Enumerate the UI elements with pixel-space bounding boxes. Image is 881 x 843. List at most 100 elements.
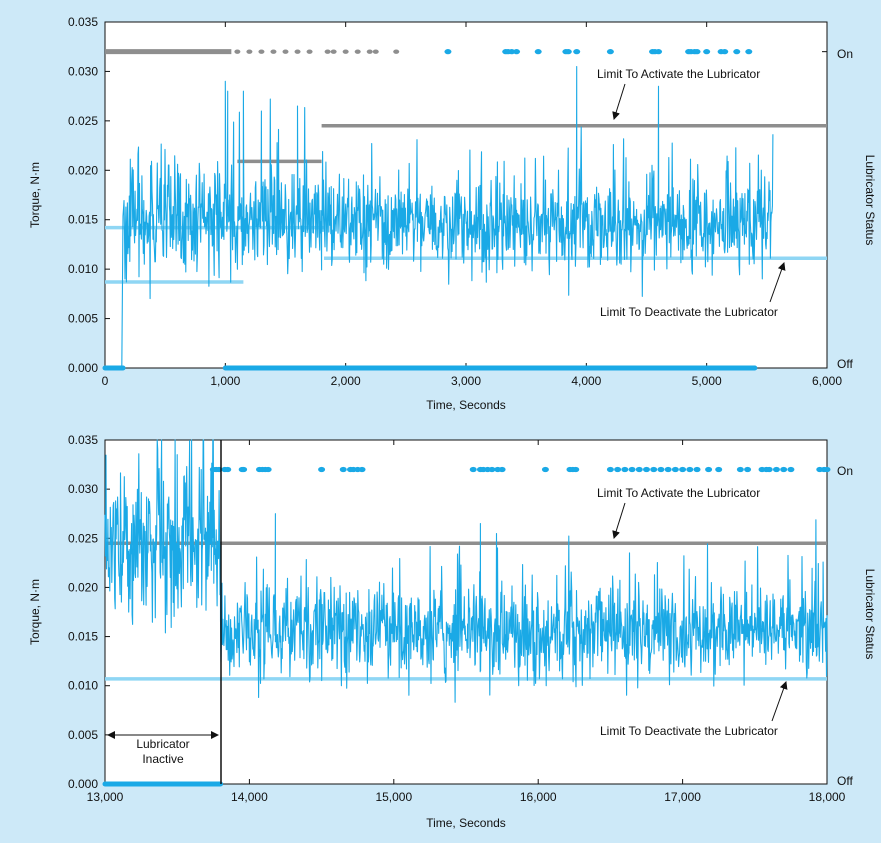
annotation-activate-arrow xyxy=(612,502,626,539)
bottom-chart: 13,000 14,000 15,000 16,000 17,000 18,000 0.0… xyxy=(28,433,877,830)
status-on-point xyxy=(745,49,753,55)
status-on-point xyxy=(744,466,752,473)
annotation-deactivate: Limit To Deactivate the Lubricator xyxy=(600,724,778,738)
x-tick-label: 3,000 xyxy=(451,374,481,388)
status-on-point xyxy=(358,466,366,473)
y2-axis-label: Lubricator Status xyxy=(863,155,877,246)
status-on-point xyxy=(264,466,272,473)
x-tick-label: 5,000 xyxy=(692,374,722,388)
y-tick-label: 0.000 xyxy=(68,777,98,791)
status-on-point xyxy=(534,49,542,55)
annotation-activate-arrow xyxy=(612,83,626,120)
status-on-point xyxy=(240,466,248,473)
annotation-deactivate-arrow xyxy=(769,262,786,303)
status-on-point xyxy=(780,466,788,473)
x-tick-label: 2,000 xyxy=(331,374,361,388)
inactive-label-line1: Lubricator xyxy=(136,737,189,751)
status-on-point xyxy=(693,466,701,473)
status-on-point-gray xyxy=(372,49,379,54)
status-on-point-gray xyxy=(306,49,313,54)
status-on-point xyxy=(621,466,629,473)
status-off-label: Off xyxy=(837,774,853,788)
torque-line xyxy=(104,65,774,369)
status-on-point xyxy=(823,466,831,473)
x-tick-labels: 13,000 14,000 15,000 16,000 17,000 18,000 xyxy=(87,790,846,804)
y-tick-label: 0.025 xyxy=(68,114,98,128)
x-tick-label: 18,000 xyxy=(809,790,846,804)
torque-series xyxy=(104,65,774,369)
status-on-point-gray xyxy=(246,49,253,54)
x-axis-label: Time, Seconds xyxy=(426,398,506,412)
x-axis-label: Time, Seconds xyxy=(426,816,506,830)
status-on-point-gray xyxy=(234,49,241,54)
y-tick-label: 0.005 xyxy=(68,312,98,326)
tick-marks xyxy=(104,439,828,785)
status-on-point xyxy=(693,49,701,55)
x-tick-label: 16,000 xyxy=(520,790,557,804)
x-tick-label: 15,000 xyxy=(375,790,412,804)
y-axis-label: Torque, N·m xyxy=(28,579,42,645)
status-on-point xyxy=(573,49,581,55)
status-on-point xyxy=(643,466,650,473)
status-on-point-gray xyxy=(366,49,373,54)
status-on-point xyxy=(679,466,687,473)
status-on-point xyxy=(703,49,711,55)
x-tick-label: 14,000 xyxy=(231,790,268,804)
status-on-point xyxy=(564,49,572,55)
x-tick-label: 17,000 xyxy=(664,790,701,804)
y-tick-labels: 0.000 0.005 0.010 0.015 0.020 0.025 0.030 0.035 xyxy=(68,433,98,791)
y-tick-label: 0.020 xyxy=(68,580,98,594)
torque-series xyxy=(104,439,828,703)
status-on-point-gray xyxy=(270,49,277,54)
limit-lines xyxy=(105,541,827,681)
status-on-point-gray xyxy=(258,49,265,54)
status-off-label: Off xyxy=(837,357,853,371)
status-on-point xyxy=(736,466,744,473)
inactive-label-line2: Inactive xyxy=(142,752,184,766)
status-on-point xyxy=(606,466,614,473)
y-tick-label: 0.010 xyxy=(68,262,98,276)
annotation-deactivate-arrow xyxy=(771,681,788,722)
status-on-point xyxy=(606,49,614,55)
status-on-point xyxy=(469,466,477,473)
status-on-point xyxy=(787,466,795,473)
status-on-point xyxy=(664,466,672,473)
x-tick-label: 4,000 xyxy=(571,374,601,388)
status-on-point xyxy=(721,49,729,55)
status-on-point-gray xyxy=(393,49,400,54)
status-on-point xyxy=(671,466,679,473)
y-tick-label: 0.005 xyxy=(68,728,98,742)
x-tick-label: 6,000 xyxy=(812,374,842,388)
plot-area xyxy=(104,439,828,785)
torque-line xyxy=(104,439,828,703)
status-on-point xyxy=(339,466,347,473)
status-on-point xyxy=(488,466,496,473)
status-on-point xyxy=(572,466,580,473)
status-on-point-gray xyxy=(294,49,301,54)
status-on-point xyxy=(686,466,694,473)
y-tick-label: 0.030 xyxy=(68,482,98,496)
status-on-label: On xyxy=(837,47,853,61)
status-on-point xyxy=(498,466,506,473)
annotation-activate: Limit To Activate the Lubricator xyxy=(597,67,760,81)
status-on-point-gray xyxy=(324,49,331,54)
status-on-point xyxy=(715,466,723,473)
x-tick-labels: 0 1,000 2,000 3,000 4,000 5,000 6,000 xyxy=(102,374,843,388)
y-tick-label: 0.000 xyxy=(68,361,98,375)
annotation-activate: Limit To Activate the Lubricator xyxy=(597,486,760,500)
status-on-point xyxy=(508,49,516,55)
status-on-point-gray xyxy=(330,49,337,54)
status-on-point xyxy=(657,466,665,473)
status-on-point xyxy=(318,466,326,473)
status-on-point xyxy=(765,466,773,473)
status-on-point xyxy=(635,466,643,473)
inactive-label-bg xyxy=(120,738,208,768)
y-tick-label: 0.035 xyxy=(68,15,98,29)
status-on-point xyxy=(650,466,658,473)
status-on-point xyxy=(655,49,663,55)
status-on-point xyxy=(628,466,636,473)
x-tick-label: 13,000 xyxy=(87,790,124,804)
y-tick-label: 0.025 xyxy=(68,531,98,545)
lubricator-status xyxy=(102,49,758,371)
